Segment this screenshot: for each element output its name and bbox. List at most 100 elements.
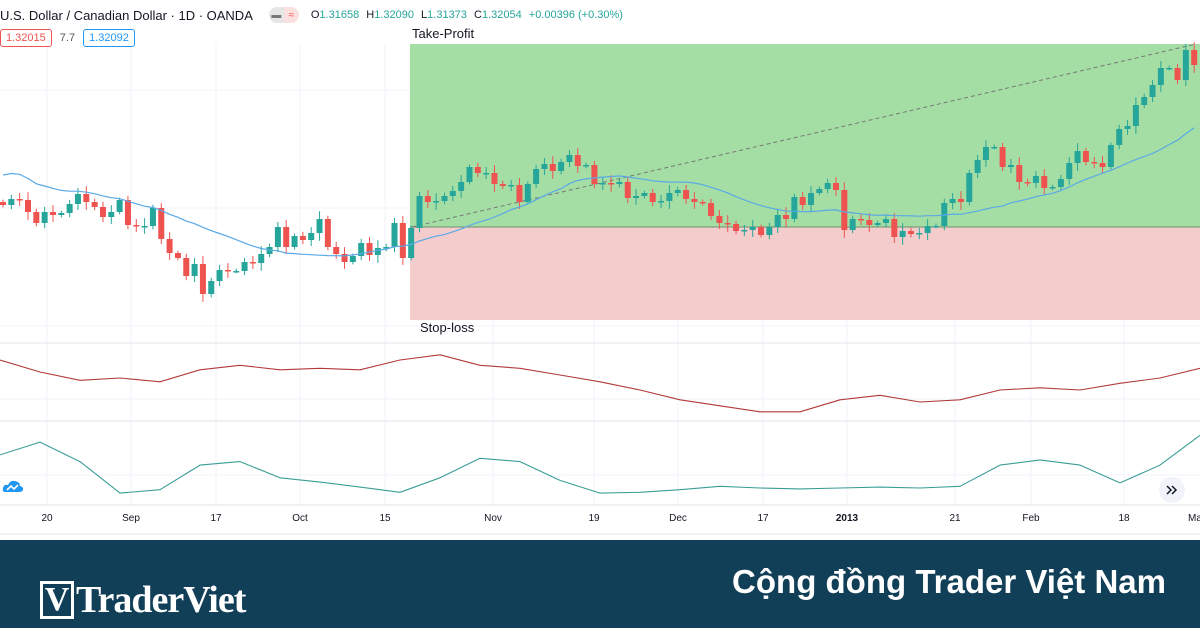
candle-body <box>566 155 573 162</box>
candle-body <box>1132 105 1139 126</box>
x-tick-label: 17 <box>210 513 222 524</box>
candle-body <box>1032 176 1039 183</box>
candle-body <box>333 247 340 254</box>
stop-loss-label: Stop-loss <box>420 320 475 335</box>
x-tick-label: Oct <box>292 513 308 524</box>
candle-body <box>499 184 506 186</box>
candle-body <box>324 219 331 247</box>
candle-body <box>424 196 431 202</box>
candle-body <box>691 199 698 202</box>
candle-body <box>658 201 665 203</box>
candle-body <box>783 215 790 219</box>
candle-body <box>1082 151 1089 162</box>
candle-body <box>558 162 565 171</box>
minus-icon[interactable]: ▬ <box>268 7 284 23</box>
candle-body <box>574 155 581 166</box>
candle-body <box>999 147 1006 167</box>
candle-body <box>766 227 773 235</box>
ohlc-values: O1.31658 H1.32090 L1.31373 C1.32054 +0.0… <box>311 9 627 21</box>
candle-body <box>316 219 323 233</box>
traderviet-logo: V TraderViet <box>40 578 246 622</box>
candle-body <box>957 199 964 202</box>
candle-body <box>857 219 864 221</box>
candle-body <box>99 207 106 217</box>
close-label: C <box>473 9 482 21</box>
candle-body <box>258 254 265 263</box>
visibility-toggle[interactable]: ▬ ≈ <box>268 7 299 23</box>
candle-body <box>283 227 290 247</box>
candle-body <box>383 247 390 249</box>
candle-body <box>1091 162 1098 164</box>
candle-body <box>891 219 898 237</box>
candle-body <box>583 165 590 167</box>
x-tick-label: Nov <box>484 513 502 524</box>
candle-body <box>524 184 531 202</box>
candle-body <box>624 182 631 198</box>
candle-body <box>708 203 715 216</box>
sell-button[interactable]: 1.32015 <box>0 29 52 47</box>
x-tick-label: Dec <box>669 513 687 524</box>
candle-body <box>1116 129 1123 145</box>
candle-body <box>1157 68 1164 85</box>
candle-body <box>774 215 781 227</box>
symbol-title[interactable]: U.S. Dollar / Canadian Dollar · 1D · OAN… <box>0 7 253 23</box>
x-tick-label: 18 <box>1118 513 1130 524</box>
candle-body <box>841 190 848 230</box>
scroll-to-latest-icon[interactable] <box>1159 477 1185 503</box>
candle-body <box>907 231 914 234</box>
take-profit-label: Take-Profit <box>412 26 475 41</box>
close-value: 1.32054 <box>481 9 522 21</box>
candle-body <box>166 239 173 253</box>
candle-body <box>474 167 481 173</box>
approx-icon[interactable]: ≈ <box>283 7 299 23</box>
price-chart[interactable] <box>0 0 1200 540</box>
candle-body <box>724 223 731 225</box>
loss-zone <box>410 227 1200 320</box>
candle-body <box>549 164 556 171</box>
candle-body <box>1166 68 1173 70</box>
high-value: 1.32090 <box>374 9 414 21</box>
high-label: H <box>366 9 375 21</box>
candle-body <box>1174 68 1181 80</box>
spread-value: 7.7 <box>59 32 76 44</box>
x-tick-label: 17 <box>757 513 769 524</box>
tradingview-logo-icon[interactable] <box>0 473 26 499</box>
candle-body <box>1066 163 1073 179</box>
candle-body <box>516 185 523 202</box>
candle-body <box>932 226 939 228</box>
candle-body <box>208 281 215 294</box>
candle-body <box>683 190 690 199</box>
candle-body <box>758 227 765 235</box>
candle-body <box>916 233 923 235</box>
candle-body <box>1099 163 1106 167</box>
candle-body <box>274 227 281 247</box>
candle-body <box>299 236 306 240</box>
low-value: 1.31373 <box>427 9 467 21</box>
candle-body <box>74 194 81 204</box>
candle-body <box>41 212 48 223</box>
candle-body <box>508 185 515 187</box>
candle-body <box>674 190 681 193</box>
candle-body <box>433 201 440 203</box>
candle-body <box>49 212 56 215</box>
buy-button[interactable]: 1.32092 <box>83 29 135 47</box>
x-tick-label: Ma <box>1188 513 1200 524</box>
candle-body <box>749 227 756 230</box>
candle-body <box>541 164 548 169</box>
candle-body <box>1182 50 1189 80</box>
candle-body <box>116 200 123 212</box>
candle-body <box>616 182 623 184</box>
candle-body <box>8 199 15 205</box>
candle-body <box>633 196 640 198</box>
x-tick-label: 2013 <box>835 513 859 524</box>
candle-body <box>641 193 648 196</box>
candle-body <box>0 202 6 205</box>
candle-body <box>991 147 998 149</box>
candle-body <box>416 196 423 228</box>
x-tick-label: 21 <box>949 513 961 524</box>
candle-body <box>466 167 473 182</box>
candle-body <box>358 243 365 256</box>
logo-text: TraderViet <box>76 579 246 621</box>
candle-body <box>699 202 706 204</box>
candle-body <box>24 200 31 212</box>
